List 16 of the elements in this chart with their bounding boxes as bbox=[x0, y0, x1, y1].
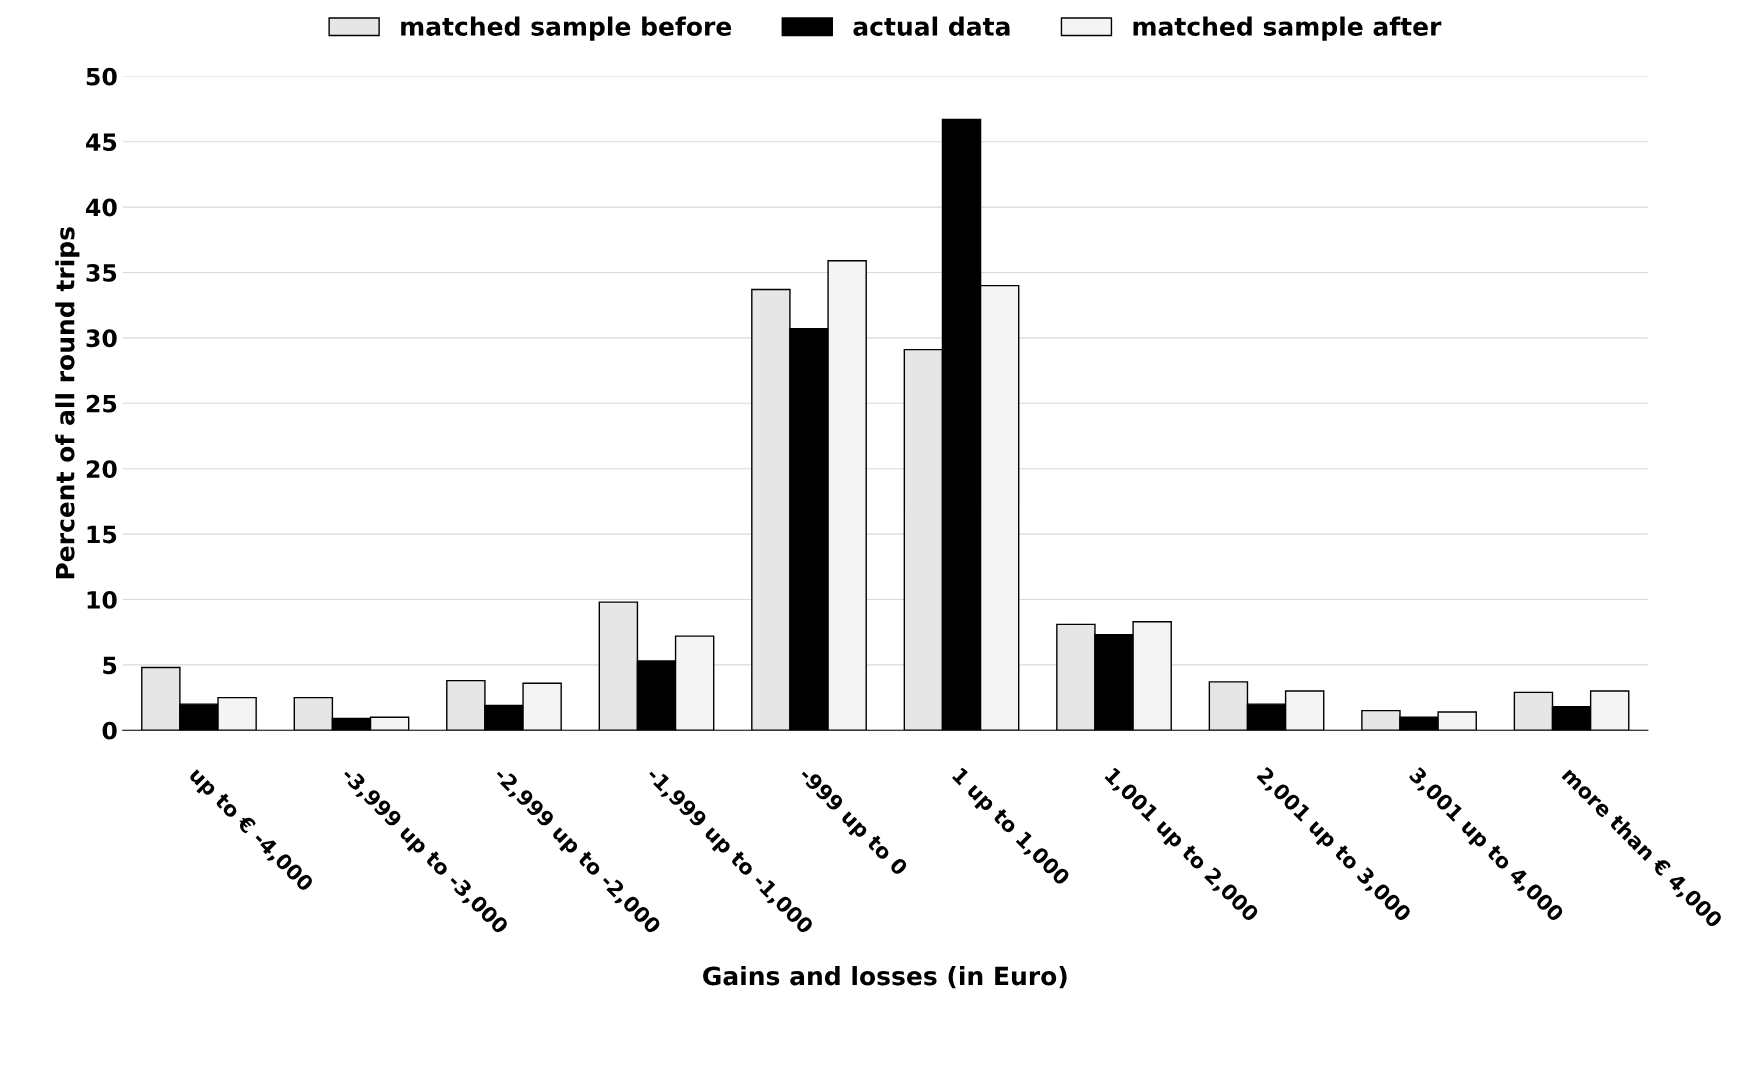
legend-label: matched sample before bbox=[401, 16, 732, 41]
legend-label: actual data bbox=[853, 16, 1010, 36]
y-tick-label: 20 bbox=[86, 460, 117, 479]
y-tick-label: 30 bbox=[86, 329, 117, 348]
y-tick-label: 35 bbox=[86, 263, 117, 282]
y-tick-label: 50 bbox=[86, 67, 117, 86]
y-tick-label: 45 bbox=[86, 133, 117, 152]
y-tick-label: 5 bbox=[103, 656, 117, 675]
y-tick-label: 15 bbox=[87, 525, 117, 544]
y-axis-title: Percent of all round trips bbox=[55, 227, 80, 579]
y-tick-label: 25 bbox=[86, 394, 117, 413]
x-axis-title: Gains and losses (in Euro) bbox=[703, 966, 1067, 989]
y-tick-label: 10 bbox=[87, 590, 117, 609]
y-tick-label: 0 bbox=[102, 721, 117, 740]
legend-label: matched sample after bbox=[1133, 16, 1442, 41]
y-tick-label: 40 bbox=[86, 198, 117, 217]
